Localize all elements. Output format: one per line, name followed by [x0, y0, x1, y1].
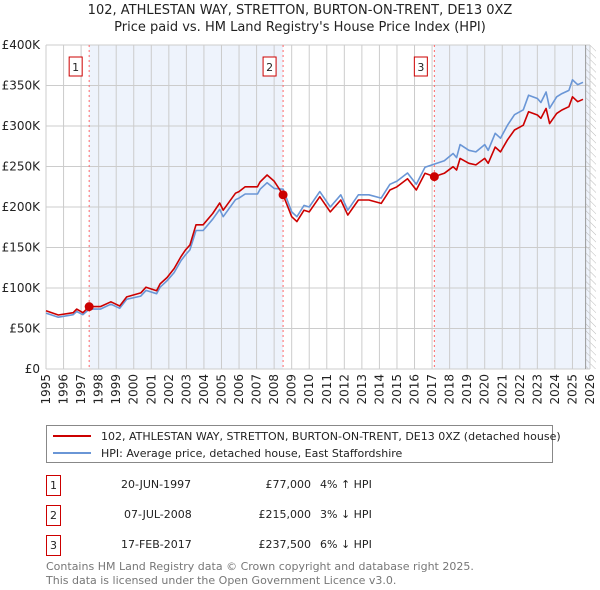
x-tick-label: 2022 [513, 374, 527, 405]
x-tick-label: 2025 [565, 374, 579, 405]
x-tick-label: 2008 [267, 374, 281, 405]
sale-label-box [68, 56, 83, 77]
x-tick-label: 1995 [39, 374, 53, 405]
transaction-price: £237,500 [258, 538, 312, 551]
x-tick-label: 2000 [127, 374, 141, 405]
x-tick-label: 1998 [92, 374, 106, 405]
transaction-row: 3 17-FEB-2017 £237,500 6% ↓ HPI [46, 535, 446, 556]
y-tick-label: £300K [2, 119, 42, 133]
price-chart: 1995 1996 1997 1998 1999 2000 2001 2002 2003 2004… [2, 38, 597, 405]
transaction-row: 1 20-JUN-1997 £77,000 4% ↑ HPI [46, 475, 446, 496]
x-tick-label: 2005 [214, 374, 228, 405]
transaction-date: 17-FEB-2017 [121, 538, 192, 551]
x-tick-label: 1996 [57, 374, 71, 405]
legend-swatch-hpi [53, 452, 91, 454]
transaction-date: 07-JUL-2008 [124, 508, 192, 521]
transaction-date: 20-JUN-1997 [121, 478, 192, 491]
transaction-price: £215,000 [258, 508, 312, 521]
x-tick-label: 2002 [162, 374, 176, 405]
legend-label-hpi: HPI: Average price, detached house, East… [101, 446, 403, 460]
footer-copyright: Contains HM Land Registry data © Crown c… [46, 560, 474, 573]
x-tick-label: 2026 [583, 374, 597, 405]
x-tick-label: 2017 [425, 374, 439, 405]
x-tick-label: 2006 [232, 374, 246, 405]
x-tick-label: 2010 [302, 374, 316, 405]
transaction-hpi-change: 3% ↓ HPI [320, 508, 372, 521]
transaction-price: £77,000 [265, 478, 312, 491]
transaction-number: 1 [46, 475, 61, 496]
legend-swatch-property [53, 435, 91, 437]
x-tick-label: 2016 [408, 374, 422, 405]
legend-item-property: 102, ATHLESTAN WAY, STRETTON, BURTON-ON-… [53, 428, 561, 444]
x-tick-label: 2014 [372, 374, 386, 405]
sale-label: 2 [266, 61, 273, 74]
y-tick-label: £250K [2, 160, 42, 174]
x-tick-label: 2018 [443, 374, 457, 405]
x-tick-label: 2009 [285, 374, 299, 405]
transaction-number: 2 [46, 505, 61, 526]
projection-hatch [585, 45, 596, 369]
y-tick-label: £350K [2, 79, 42, 93]
property-price-line [45, 96, 584, 316]
hpi-line [45, 79, 584, 319]
sale-label-box [262, 56, 277, 77]
y-tick-label: £0 [25, 362, 40, 376]
footer-licence: This data is licensed under the Open Gov… [46, 574, 397, 587]
x-tick-label: 2013 [355, 374, 369, 405]
transaction-hpi-change: 6% ↓ HPI [320, 538, 372, 551]
legend-label-property: 102, ATHLESTAN WAY, STRETTON, BURTON-ON-… [101, 429, 561, 443]
chart-legend: 102, ATHLESTAN WAY, STRETTON, BURTON-ON-… [46, 425, 561, 463]
transaction-row: 2 07-JUL-2008 £215,000 3% ↓ HPI [46, 505, 446, 526]
transaction-number: 3 [46, 535, 61, 556]
x-tick-label: 2007 [250, 374, 264, 405]
x-tick-label: 2012 [337, 374, 351, 405]
y-tick-label: £200K [2, 200, 42, 214]
x-tick-label: 2011 [320, 374, 334, 405]
x-tick-label: 2024 [548, 374, 562, 405]
sale-label: 3 [417, 61, 424, 74]
x-tick-label: 2021 [495, 374, 509, 405]
sale-point [278, 190, 288, 200]
y-tick-label: £400K [2, 38, 42, 52]
x-tick-label: 2019 [460, 374, 474, 405]
x-tick-label: 2023 [530, 374, 544, 405]
x-tick-label: 1997 [74, 374, 88, 405]
sale-point [84, 302, 94, 312]
chart-subtitle: Price paid vs. HM Land Registry's House … [114, 20, 486, 35]
x-tick-label: 2001 [144, 374, 158, 405]
y-tick-label: £50K [9, 322, 41, 336]
x-tick-label: 2020 [478, 374, 492, 405]
x-tick-label: 2003 [179, 374, 193, 405]
chart-title: 102, ATHLESTAN WAY, STRETTON, BURTON-ON-… [87, 3, 513, 18]
legend-item-hpi: HPI: Average price, detached house, East… [53, 445, 402, 461]
y-tick-label: £150K [2, 241, 42, 255]
x-tick-label: 2015 [390, 374, 404, 405]
x-tick-label: 2004 [197, 374, 211, 405]
sale-label: 1 [72, 61, 79, 74]
transaction-hpi-change: 4% ↑ HPI [320, 478, 372, 491]
x-tick-label: 1999 [109, 374, 123, 405]
sale-point [429, 172, 439, 182]
y-tick-label: £100K [2, 281, 42, 295]
sale-label-box [413, 56, 428, 77]
